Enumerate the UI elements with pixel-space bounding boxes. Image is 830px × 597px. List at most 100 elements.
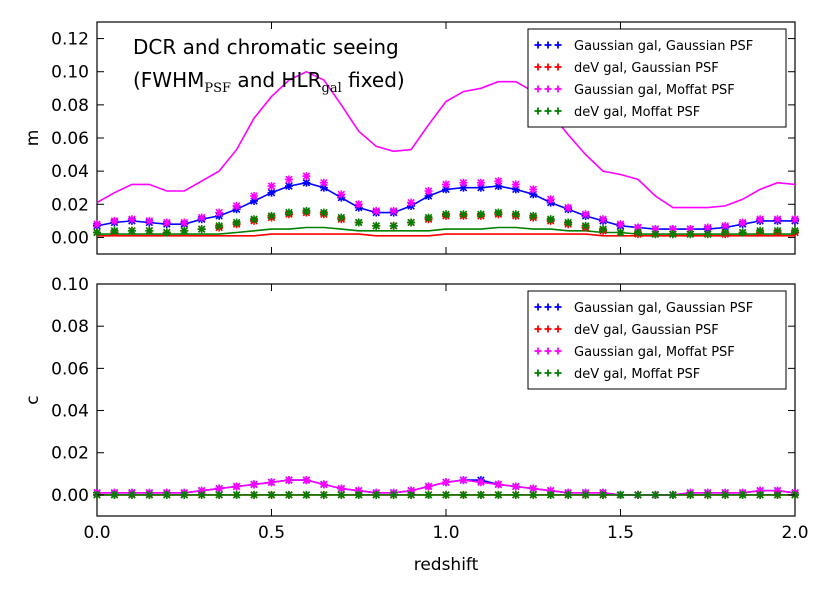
m-axis-label: m <box>23 130 43 147</box>
data-point <box>546 195 555 204</box>
data-point <box>599 490 608 499</box>
data-point <box>703 230 712 239</box>
annotation-line-1: DCR and chromatic seeing <box>133 35 399 59</box>
data-point <box>476 210 485 219</box>
data-point <box>197 490 206 499</box>
c-axis-label: c <box>23 395 43 404</box>
panel-m: 0.00 0.02 0.04 0.06 0.08 0.10 0.12 m DCR and c… <box>23 21 799 255</box>
data-point <box>564 203 573 212</box>
data-point <box>319 208 328 217</box>
data-point <box>232 218 241 227</box>
data-point <box>791 226 799 235</box>
data-point <box>494 480 503 489</box>
data-point <box>442 210 450 219</box>
data-point <box>581 221 590 230</box>
data-point <box>110 226 119 235</box>
legend-entry: Gaussian gal, Moffat PSF <box>534 83 735 98</box>
data-point <box>686 490 695 499</box>
bottom-axis-ticks: 0.00 0.02 0.04 0.06 0.08 0.10 0.0 0.5 1.0 1.5 2.0 <box>51 275 808 543</box>
data-point <box>738 490 747 499</box>
data-point <box>511 180 520 189</box>
legend-box <box>527 28 787 128</box>
data-point <box>372 221 381 230</box>
panel-c: 0.000.020.040.060.080.100.0 0.5 1.0 1.5 2.0 … <box>23 275 809 575</box>
annotation-psf-sub: PSF <box>204 81 231 96</box>
data-point <box>302 476 311 485</box>
legend-entry: Gaussian gal, Gaussian PSF <box>534 301 753 316</box>
data-point <box>424 490 433 499</box>
data-point <box>302 206 311 215</box>
top-legend: Gaussian gal, Gaussian PSF deV gal, Gauss… <box>527 28 787 128</box>
data-point <box>721 228 730 237</box>
data-point <box>442 180 450 189</box>
legend-label: Gaussian gal, Gaussian PSF <box>574 301 753 316</box>
data-point <box>250 215 259 224</box>
data-point <box>110 216 119 225</box>
data-point <box>337 190 346 199</box>
legend-label: deV gal, Moffat PSF <box>574 367 700 382</box>
data-point <box>738 218 747 227</box>
top-series-markers <box>93 172 799 239</box>
data-point <box>581 210 590 219</box>
data-point <box>703 490 712 499</box>
ytick-label: 0.02 <box>51 195 89 215</box>
xtick-label: 2.0 <box>781 523 808 543</box>
data-point <box>215 221 224 230</box>
bottom-series-markers <box>93 476 799 499</box>
data-point <box>494 208 503 217</box>
annotation-gal-sub: gal <box>322 81 342 96</box>
data-point <box>389 206 398 215</box>
chart-annotation: DCR and chromatic seeing (FWHMPSF and HL… <box>133 35 405 96</box>
data-point <box>756 490 765 499</box>
legend-entry: deV gal, Moffat PSF <box>534 105 700 120</box>
data-point <box>651 490 660 499</box>
data-point <box>773 226 782 235</box>
data-point <box>389 221 398 230</box>
legend-label: deV gal, Gaussian PSF <box>574 323 719 338</box>
annotation-fwhm: (FWHM <box>133 68 204 92</box>
data-point <box>337 213 346 222</box>
data-point <box>337 490 346 499</box>
data-point <box>372 206 381 215</box>
series-line <box>97 233 795 237</box>
xtick-label: 1.0 <box>432 523 459 543</box>
data-point <box>302 172 311 181</box>
data-point <box>145 216 154 225</box>
data-point <box>494 177 503 186</box>
data-point <box>319 178 328 187</box>
series-line <box>96 70 796 209</box>
data-point <box>302 490 311 499</box>
data-point <box>721 221 730 230</box>
data-point <box>756 226 765 235</box>
xtick-label: 0.0 <box>83 523 110 543</box>
data-point <box>738 228 747 237</box>
data-point <box>442 478 450 487</box>
data-point <box>442 490 450 499</box>
data-point <box>267 490 276 499</box>
data-point <box>773 490 782 499</box>
data-point <box>529 211 538 220</box>
data-point <box>546 215 555 224</box>
data-point <box>250 490 259 499</box>
data-point <box>180 218 189 227</box>
data-point <box>564 218 573 227</box>
data-point <box>459 178 468 187</box>
data-point <box>703 223 712 232</box>
data-point <box>250 480 259 489</box>
data-point <box>564 490 573 499</box>
data-point <box>93 228 101 237</box>
data-point <box>511 490 520 499</box>
data-point <box>215 208 224 217</box>
data-point <box>407 218 416 227</box>
data-point <box>250 192 259 200</box>
data-point <box>459 490 468 499</box>
legend-label: deV gal, Gaussian PSF <box>574 61 719 76</box>
legend-entry: Gaussian gal, Gaussian PSF <box>534 39 753 54</box>
ytick-label: 0.10 <box>51 275 89 295</box>
data-point <box>668 230 677 239</box>
data-point <box>267 182 276 191</box>
ytick-label: 0.02 <box>51 444 89 464</box>
legend-label: Gaussian gal, Gaussian PSF <box>574 39 753 54</box>
data-point <box>127 226 136 235</box>
ytick-label: 0.06 <box>51 129 89 149</box>
